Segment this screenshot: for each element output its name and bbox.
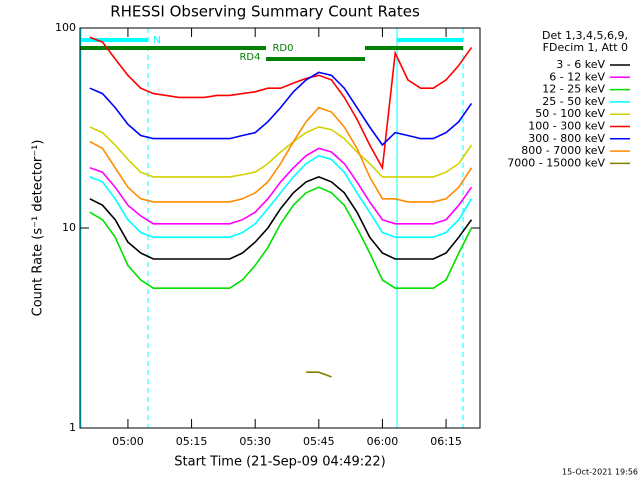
series-line — [89, 36, 473, 171]
legend-title: FDecim 1, Att 0 — [543, 41, 628, 54]
y-axis-label: Count Rate (s⁻¹ detector⁻¹) — [31, 140, 46, 317]
series-line — [306, 371, 332, 378]
series-line — [89, 176, 473, 260]
series-line — [89, 154, 473, 238]
legend-title: Det 1,3,4,5,6,9, — [542, 29, 628, 42]
legend-label: 7000 - 15000 keV — [507, 156, 605, 169]
y-tick-label: 10 — [62, 221, 76, 234]
legend-label: 25 - 50 keV — [542, 95, 605, 108]
footer: 15-Oct-2021 19:56 — [562, 468, 638, 477]
y-tick-label: 1 — [69, 421, 76, 434]
annotation: RD4 — [239, 52, 260, 63]
legend-label: 800 - 7000 keV — [521, 144, 605, 157]
chart-title: RHESSI Observing Summary Count Rates — [110, 3, 420, 21]
x-axis-label: Start Time (21-Sep-09 04:49:22) — [174, 455, 385, 470]
series-line — [89, 106, 473, 203]
x-tick-label: 05:45 — [303, 435, 335, 448]
annotation: RD0 — [272, 43, 293, 54]
legend-label: 50 - 100 keV — [535, 107, 605, 120]
legend-label: 300 - 800 keV — [528, 132, 605, 145]
series-line — [89, 147, 473, 225]
y-tick-label: 100 — [55, 21, 76, 34]
series-line — [89, 186, 473, 289]
series-line — [89, 71, 473, 147]
annotation: N — [153, 35, 160, 46]
x-tick-label: 05:00 — [112, 435, 144, 448]
series-line — [89, 126, 473, 178]
legend-label: 6 - 12 keV — [549, 70, 605, 83]
legend-label: 12 - 25 keV — [542, 83, 605, 96]
legend-label: 3 - 6 keV — [556, 58, 605, 71]
x-tick-label: 05:30 — [239, 435, 271, 448]
legend-label: 100 - 300 keV — [528, 120, 605, 133]
x-tick-label: 06:15 — [430, 435, 462, 448]
x-tick-label: 05:15 — [176, 435, 208, 448]
x-tick-label: 06:00 — [367, 435, 399, 448]
